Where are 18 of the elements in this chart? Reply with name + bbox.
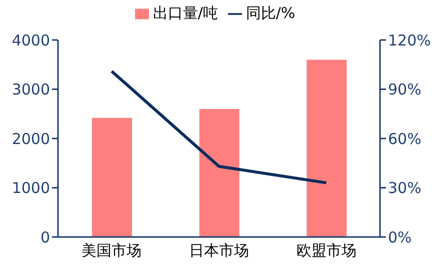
x-tick-label: 美国市场 (82, 242, 142, 260)
y-tick-label: 2000 (12, 130, 50, 148)
y-tick-label: 4000 (12, 31, 50, 50)
y2-tick-label: 60% (388, 130, 422, 148)
y-tick-label: 0 (40, 228, 50, 246)
bar (92, 118, 132, 237)
y2-tick-label: 120% (388, 31, 431, 50)
legend-label: 同比/% (246, 4, 296, 22)
x-tick-label: 日本市场 (189, 242, 249, 260)
bar (306, 60, 347, 237)
legend-label: 出口量/吨 (152, 4, 218, 22)
bar (199, 108, 240, 237)
y-tick-label: 3000 (12, 80, 50, 99)
y2-tick-label: 30% (388, 179, 422, 198)
y2-tick-label: 0% (388, 228, 412, 246)
y2-tick-label: 90% (388, 80, 422, 99)
x-tick-label: 欧盟市场 (296, 242, 356, 260)
y-tick-label: 1000 (12, 179, 50, 198)
